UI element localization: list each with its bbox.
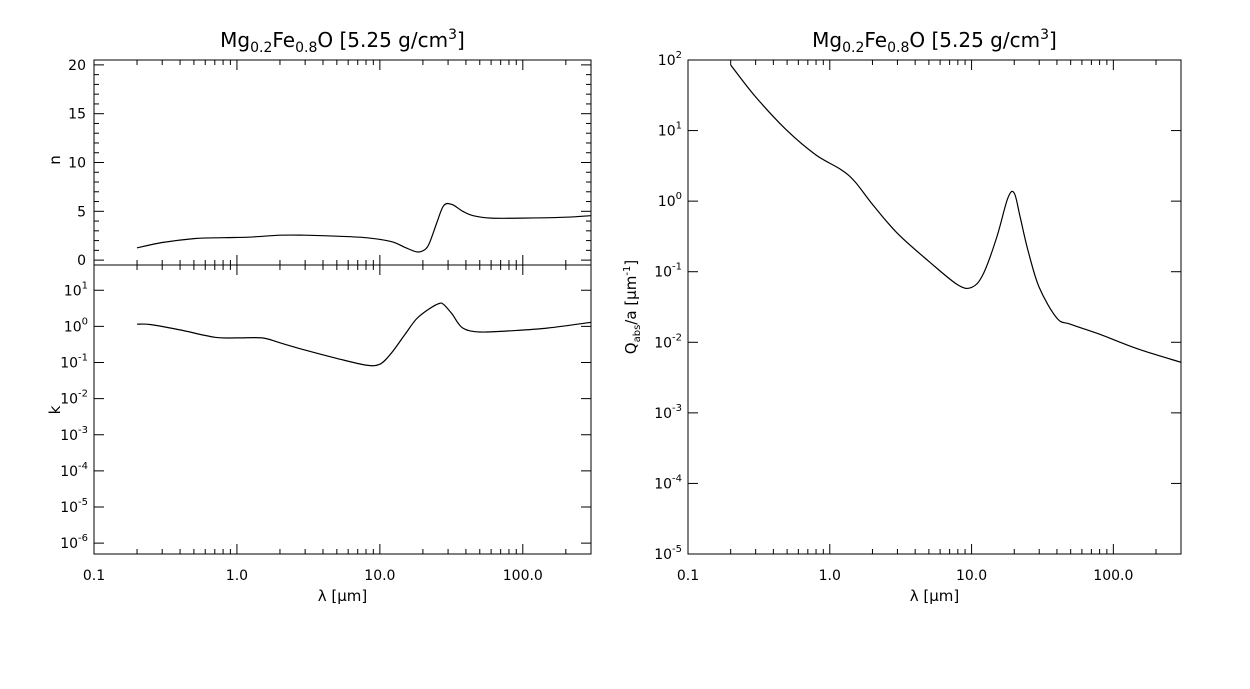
plot-frame-q (687, 59, 1182, 555)
tick-exponent: -3 (78, 425, 88, 436)
x-tick-label: 10.0 (956, 568, 987, 584)
y-tick-label: 101 (658, 121, 682, 140)
text-part: 0.8 (887, 40, 909, 56)
text-part: O [5.25 g/cm (317, 28, 448, 52)
y-tick-label: 100 (64, 316, 88, 335)
tick-base: 10 (64, 283, 82, 299)
tick-base: 10 (654, 406, 672, 422)
text-part: abs (632, 325, 643, 343)
tick-exponent: -4 (78, 461, 88, 472)
chart-title: Mg0.2Fe0.8O [5.25 g/cm3] (812, 27, 1057, 56)
tick-exponent: 0 (82, 316, 88, 327)
text-part: 0.8 (295, 40, 317, 56)
y-tick-label: 10-6 (60, 533, 88, 552)
y-axis-label: Qabs/a [μm-1] (622, 260, 643, 354)
tick-base: 10 (654, 476, 672, 492)
text-part: Mg (812, 28, 842, 52)
y-tick-label: 15 (68, 107, 86, 123)
text-part: -1 (622, 266, 633, 276)
x-tick-label: 1.0 (819, 568, 841, 584)
tick-base: 10 (658, 53, 676, 69)
tick-exponent: -3 (672, 403, 682, 414)
x-axis-label: λ [μm] (910, 587, 960, 605)
chart-title: Mg0.2Fe0.8O [5.25 g/cm3] (220, 27, 465, 56)
tick-base: 10 (60, 356, 78, 372)
tick-exponent: -1 (672, 262, 682, 273)
plot-frame-k (93, 264, 592, 555)
tick-exponent: 2 (676, 50, 682, 61)
tick-base: 10 (64, 319, 82, 335)
x-tick-label: 0.1 (83, 568, 105, 584)
y-tick-label: 10-1 (654, 262, 682, 281)
plot-frame-n (93, 59, 592, 266)
y-tick-label: 10-3 (60, 425, 88, 444)
tick-base: 10 (60, 392, 78, 408)
tick-base: 10 (658, 194, 676, 210)
tick-base: 10 (654, 265, 672, 281)
y-tick-label: 100 (658, 191, 682, 210)
tick-exponent: 1 (676, 121, 682, 132)
tick-base: 10 (60, 464, 78, 480)
text-part: 0.2 (250, 40, 272, 56)
text-part: O [5.25 g/cm (909, 28, 1040, 52)
x-tick-label: 100.0 (1093, 568, 1133, 584)
tick-base: 10 (60, 536, 78, 552)
text-part: /a [μm (622, 276, 640, 325)
y-tick-label: 10-2 (60, 389, 88, 408)
text-part: Fe (272, 28, 295, 52)
tick-exponent: -5 (672, 544, 682, 555)
y-tick-label: 10-3 (654, 403, 682, 422)
x-tick-label: 0.1 (677, 568, 699, 584)
x-tick-label: 1.0 (226, 568, 248, 584)
text-part: 3 (1040, 27, 1049, 43)
text-part: Mg (220, 28, 250, 52)
text-part: ] (457, 28, 465, 52)
text-part: 0.2 (842, 40, 864, 56)
tick-base: 10 (658, 124, 676, 140)
y-tick-label: 101 (64, 280, 88, 299)
y-tick-label: 10-5 (654, 544, 682, 563)
y-tick-label: 10-5 (60, 497, 88, 516)
y-tick-label: 10-4 (654, 473, 682, 492)
x-tick-label: 100.0 (503, 568, 543, 584)
text-part: ] (622, 260, 640, 266)
series-line-Qabs (730, 64, 1182, 363)
tick-base: 10 (60, 428, 78, 444)
y-tick-label: 10-4 (60, 461, 88, 480)
y-axis-label: n (46, 155, 64, 165)
x-axis-label: λ [μm] (318, 587, 368, 605)
y-tick-label: 0 (77, 253, 86, 269)
tick-base: 10 (60, 500, 78, 516)
tick-exponent: 1 (82, 280, 88, 291)
tick-exponent: -6 (78, 533, 88, 544)
tick-exponent: -2 (672, 332, 682, 343)
y-tick-label: 102 (658, 50, 682, 69)
tick-exponent: 0 (676, 191, 682, 202)
text-part: ] (1049, 28, 1057, 52)
text-part: Fe (864, 28, 887, 52)
y-tick-label: 20 (68, 58, 86, 74)
y-tick-label: 10 (68, 156, 86, 172)
tick-exponent: -2 (78, 389, 88, 400)
text-part: Q (622, 342, 640, 354)
tick-base: 10 (654, 335, 672, 351)
y-tick-label: 10-2 (654, 332, 682, 351)
tick-exponent: -5 (78, 497, 88, 508)
tick-base: 10 (654, 547, 672, 563)
tick-exponent: -1 (78, 353, 88, 364)
y-axis-label: k (46, 405, 64, 414)
y-tick-label: 5 (77, 204, 86, 220)
series-line-k (136, 302, 592, 367)
x-tick-label: 10.0 (364, 568, 395, 584)
y-tick-label: 10-1 (60, 353, 88, 372)
series-line-n (136, 202, 592, 253)
tick-exponent: -4 (672, 473, 682, 484)
text-part: 3 (448, 27, 457, 43)
